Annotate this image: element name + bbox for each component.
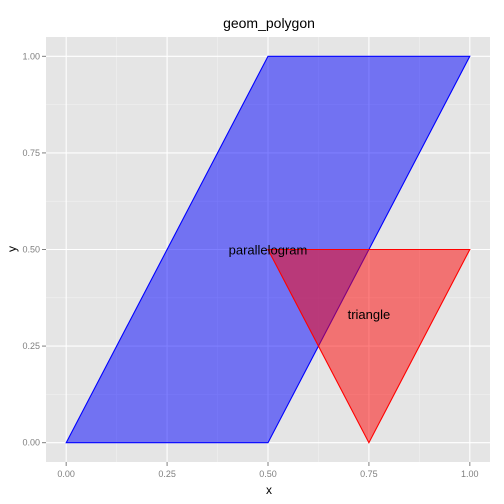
y-axis: 0.00 0.25 0.50 0.75 1.00 (22, 51, 46, 448)
y-tick-label: 0.75 (22, 148, 40, 158)
polygon-triangle (267, 248, 471, 444)
y-tick-label: 0.25 (22, 341, 40, 351)
chart-title: geom_polygon (223, 15, 315, 31)
x-tick-label: 0.25 (158, 469, 176, 479)
x-tick-label: 0.75 (360, 469, 378, 479)
polygon-labels-layer: parallelogram triangle (229, 243, 391, 323)
label-parallelogram: parallelogram (229, 243, 308, 258)
x-tick-label: 1.00 (461, 469, 479, 479)
polygons-layer (65, 55, 471, 444)
x-axis: 0.00 0.25 0.50 0.75 1.00 (57, 462, 479, 479)
y-tick-label: 0.50 (22, 245, 40, 255)
x-tick-label: 0.50 (259, 469, 277, 479)
label-triangle: triangle (348, 307, 391, 322)
x-tick-label: 0.00 (57, 469, 75, 479)
y-axis-title: y (5, 246, 19, 252)
y-tick-label: 0.00 (22, 438, 40, 448)
x-axis-title: x (266, 483, 272, 497)
y-tick-label: 1.00 (22, 51, 40, 61)
